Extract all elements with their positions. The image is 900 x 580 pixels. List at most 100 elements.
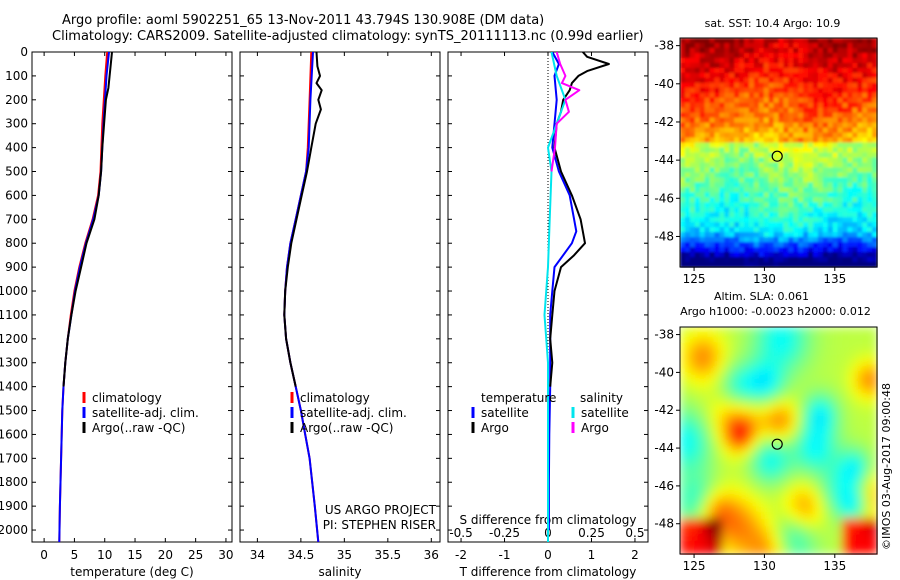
- sst-cell: [788, 247, 794, 253]
- sst-cell: [768, 122, 775, 129]
- sla-cell: [841, 383, 850, 392]
- sst-cell: [783, 38, 789, 44]
- sst-cell: [734, 237, 740, 243]
- sst-cell: [763, 227, 770, 233]
- sst-cell: [788, 192, 794, 198]
- sst-cell: [709, 167, 716, 174]
- sst-cell: [758, 137, 765, 144]
- figure-title-line1: Argo profile: aoml 5902251_65 13-Nov-201…: [62, 13, 545, 28]
- sst-cell: [803, 177, 809, 183]
- sst-cell: [793, 137, 799, 144]
- sst-cell: [709, 242, 716, 248]
- sst-cell: [808, 192, 814, 198]
- sst-cell: [719, 227, 725, 233]
- sst-cell: [852, 112, 858, 119]
- sst-cell: [793, 192, 799, 198]
- sla-cell: [701, 376, 709, 385]
- sst-cell: [729, 227, 735, 233]
- sla-cell: [834, 348, 843, 356]
- sst-cell: [748, 207, 755, 213]
- sst-cell: [753, 222, 760, 228]
- sst-cell: [753, 217, 760, 223]
- sst-cell: [812, 87, 819, 94]
- sst-cell: [837, 122, 844, 129]
- sla-cell: [764, 426, 773, 434]
- sla-cell: [694, 525, 702, 534]
- depth-tick-label: 500: [5, 165, 28, 179]
- sst-cell: [748, 222, 755, 228]
- sla-cell: [694, 504, 702, 513]
- sst-cell: [783, 117, 789, 124]
- sst-cell: [689, 192, 696, 198]
- sla-cell: [757, 490, 766, 498]
- sla-cell: [771, 511, 780, 520]
- sst-cell: [808, 112, 814, 119]
- sla-cell: [869, 397, 878, 406]
- sst-cell: [817, 132, 824, 139]
- sst-cell: [827, 177, 834, 183]
- sst-cell: [739, 112, 745, 119]
- sst-cell: [689, 182, 696, 188]
- sst-cell: [827, 77, 834, 84]
- sla-cell: [792, 433, 801, 442]
- sla-cell: [722, 504, 730, 513]
- sst-cell: [852, 257, 858, 263]
- sst-cell: [699, 147, 706, 154]
- sst-cell: [857, 47, 863, 54]
- sla-cell: [771, 419, 780, 427]
- sst-cell: [768, 262, 775, 268]
- sla-cell: [729, 419, 737, 427]
- sst-cell: [729, 247, 735, 253]
- sla-cell: [750, 405, 758, 413]
- sla-cell: [785, 334, 794, 342]
- sst-cell: [739, 42, 745, 49]
- sst-cell: [822, 147, 829, 154]
- sla-cell: [778, 504, 787, 513]
- sst-cell: [852, 117, 858, 124]
- sla-cell: [687, 539, 695, 548]
- sla-cell: [715, 348, 723, 356]
- sst-cell: [817, 57, 824, 64]
- sst-cell: [842, 87, 849, 94]
- sla-cell: [680, 497, 688, 505]
- sst-cell: [803, 262, 809, 268]
- sst-cell: [857, 177, 863, 183]
- sst-cell: [694, 92, 701, 99]
- sst-cell: [699, 252, 706, 258]
- sla-cell: [757, 348, 766, 356]
- sst-cell: [798, 142, 804, 149]
- sst-cell: [704, 197, 711, 203]
- sst-cell: [798, 212, 804, 218]
- sst-cell: [734, 122, 740, 129]
- sst-cell: [798, 217, 804, 223]
- sst-cell: [739, 167, 745, 174]
- sla-cell: [806, 440, 815, 449]
- sla-cell: [736, 504, 744, 513]
- sst-cell: [803, 62, 809, 69]
- sst-cell: [694, 212, 701, 218]
- sla-cell: [855, 426, 864, 434]
- sla-cell: [771, 369, 780, 378]
- sst-cell: [704, 82, 711, 89]
- sla-xtick-label: 125: [683, 559, 706, 573]
- sst-cell: [847, 182, 853, 188]
- sst-cell: [729, 257, 735, 263]
- sst-cell: [724, 47, 730, 54]
- sst-cell: [817, 152, 824, 159]
- sst-cell: [729, 137, 735, 144]
- sst-cell: [763, 182, 770, 188]
- sst-cell: [694, 117, 701, 124]
- project-annotation: US ARGO PROJECT: [325, 503, 437, 517]
- sst-cell: [709, 117, 716, 124]
- sla-cell: [680, 447, 688, 456]
- sla-cell: [848, 511, 857, 520]
- sst-cell: [680, 252, 686, 258]
- sst-cell: [832, 202, 839, 208]
- sst-cell: [822, 57, 829, 64]
- sst-cell: [709, 162, 716, 169]
- sla-cell: [799, 369, 808, 378]
- sla-cell: [834, 468, 843, 477]
- sla-cell: [743, 383, 751, 392]
- sst-cell: [803, 127, 809, 134]
- sst-cell: [798, 67, 804, 74]
